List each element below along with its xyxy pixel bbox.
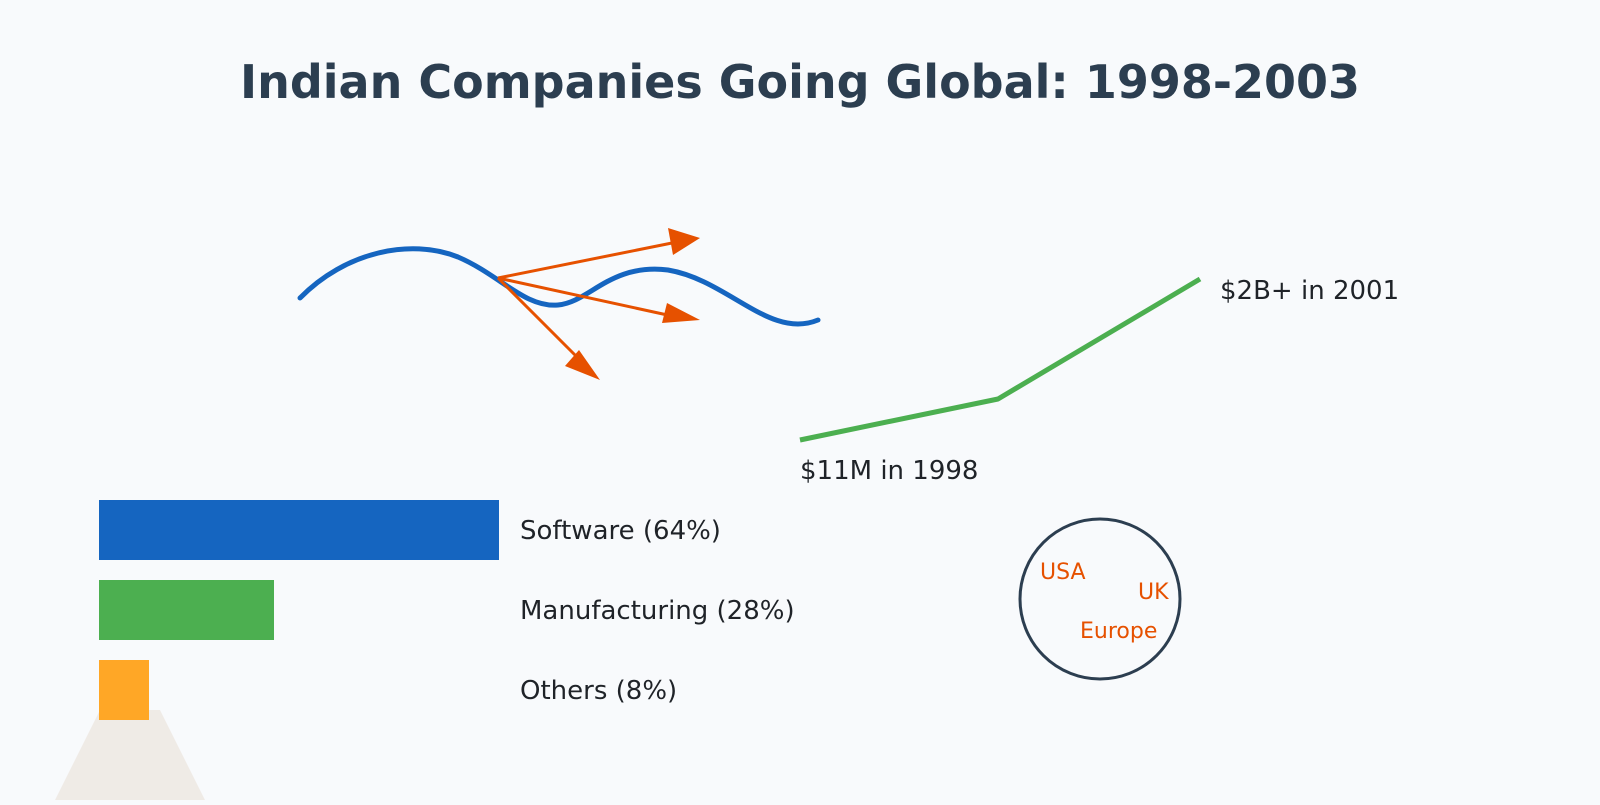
globe-outline bbox=[1018, 517, 1182, 681]
sector-bar-label-2: Others (8%) bbox=[520, 676, 677, 706]
sector-bar-0 bbox=[99, 500, 499, 560]
expansion-arrows-icon bbox=[496, 228, 700, 380]
sector-bar-1 bbox=[99, 580, 274, 640]
arrow-line-1 bbox=[497, 241, 673, 280]
arrow-line-2 bbox=[497, 276, 673, 318]
growth-series-line bbox=[799, 276, 1202, 443]
location-europe: Europe bbox=[1080, 619, 1157, 644]
location-usa: USA bbox=[1040, 560, 1086, 585]
growth-start-label: $11M in 1998 bbox=[800, 456, 978, 486]
arrow-head-1 bbox=[668, 228, 700, 255]
arrow-line-3 bbox=[496, 276, 588, 368]
sector-bar-label-1: Manufacturing (28%) bbox=[520, 596, 795, 626]
spotlight-beam-icon bbox=[55, 710, 205, 800]
location-uk: UK bbox=[1138, 580, 1169, 605]
arrow-head-2 bbox=[662, 303, 700, 323]
sector-bar-label-0: Software (64%) bbox=[520, 516, 721, 546]
growth-end-label: $2B+ in 2001 bbox=[1220, 276, 1399, 306]
chart-title: Indian Companies Going Global: 1998-2003 bbox=[240, 55, 1360, 109]
sector-bar-chart: Software (64%) Manufacturing (28%) Others … bbox=[99, 500, 795, 720]
flowing-wave-icon bbox=[297, 246, 821, 327]
globe-icon: USA UK Europe bbox=[1018, 517, 1182, 681]
arrow-head-3 bbox=[565, 350, 600, 380]
sector-bar-2 bbox=[99, 660, 149, 720]
